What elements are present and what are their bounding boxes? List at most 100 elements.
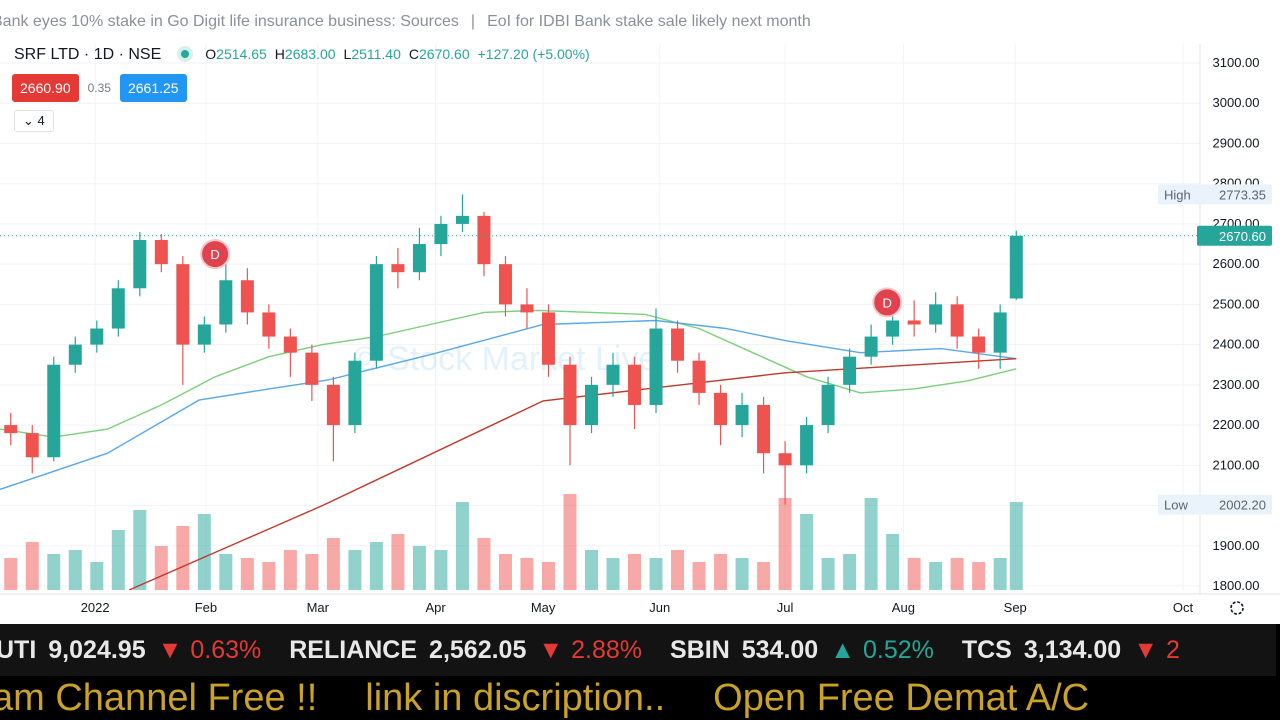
ticker-change: 2.88%: [571, 636, 643, 664]
candle-body: [950, 304, 964, 337]
candle-body: [434, 223, 448, 245]
indicators-toggle[interactable]: ⌄ 4: [14, 110, 54, 132]
candle-body: [111, 288, 125, 329]
volume-bar: [520, 558, 534, 590]
candle-body: [886, 320, 900, 337]
quote: 2660.90 0.35 2661.25: [12, 74, 187, 102]
volume-bar: [133, 510, 147, 590]
candle-body: [348, 360, 362, 426]
settings-gear[interactable]: [1230, 601, 1244, 615]
x-tick-label: 2022: [81, 600, 110, 615]
volume-bar: [240, 558, 254, 590]
candle-body: [219, 280, 233, 325]
news-item[interactable]: Bank eyes 10% stake in Go Digit life ins…: [0, 13, 459, 30]
ticker-symbol: UTI: [0, 636, 37, 664]
candle-body: [369, 264, 383, 361]
candle-body: [800, 425, 814, 466]
news-item[interactable]: |: [470, 13, 476, 30]
candle-body: [649, 328, 663, 405]
ticker-price: 9,024.95: [48, 636, 146, 664]
volume-bar: [628, 554, 642, 590]
volume-bar: [283, 550, 297, 590]
ticker-item: TCS 3,134.00 ▼ 2: [962, 636, 1180, 664]
volume-bar: [455, 502, 469, 590]
y-tick-label: 2600.00: [1213, 256, 1260, 271]
ticker-symbol: TCS: [961, 636, 1012, 664]
candle-body: [240, 280, 254, 313]
volume-bar: [735, 558, 749, 590]
candle-body: [68, 344, 82, 365]
volume-bar: [714, 554, 728, 590]
ohlc-value: 2683.00: [284, 46, 336, 62]
price-label-value: 2670.60: [1219, 229, 1266, 244]
dividend-marker: [200, 239, 231, 270]
ohlc-key: L: [343, 46, 352, 62]
marquee-text: am Channel Free !!: [0, 677, 318, 719]
y-tick-label: 2900.00: [1213, 135, 1260, 150]
volume-bar: [950, 558, 964, 590]
candle-body: [907, 320, 921, 325]
price-label-bg: [1158, 184, 1272, 205]
moving-average: [128, 358, 1017, 590]
volume-bar: [348, 550, 362, 590]
plot-bg: [0, 44, 1280, 624]
volume-bar: [1009, 502, 1023, 590]
candle-body: [821, 384, 835, 426]
ticker-change: 0.52%: [862, 636, 934, 664]
y-tick-label: 2100.00: [1213, 457, 1260, 472]
y-tick-label: 2300.00: [1213, 377, 1260, 392]
ticker-arrow: ▼: [157, 636, 183, 664]
ticker-arrow: ▲: [830, 636, 855, 664]
bottom-bar: UTI 9,024.95 ▼ 0.63% RELIANCE 2,562.05 ▼ 2.88% S…: [0, 624, 1280, 720]
candle-body: [283, 336, 297, 353]
candle-body: [133, 240, 147, 289]
candle-body: [4, 425, 18, 434]
volume-bar: [412, 546, 426, 590]
ohlc-key: C: [408, 46, 420, 62]
candle-body: [692, 360, 706, 393]
volume-bar: [111, 530, 125, 590]
symbol-header: SRF LTD · 1D · NSE O2514.65 H2683.00 L2511.…: [14, 46, 598, 64]
price-label-value: 2002.20: [1219, 498, 1266, 513]
candle-body: [993, 312, 1007, 353]
volume-bar: [176, 526, 190, 590]
candle-body: [391, 264, 405, 273]
price-label-value: 2773.35: [1219, 187, 1266, 202]
ticker-change: 2: [1165, 636, 1180, 664]
y-tick-label: 1900.00: [1213, 538, 1260, 553]
volume-bar: [649, 558, 663, 590]
volume-bar: [305, 554, 319, 590]
ticker-symbol: SBIN: [670, 636, 730, 664]
ohlc-key: H: [274, 46, 285, 62]
candle-body: [735, 404, 749, 426]
volume-bar: [262, 562, 276, 590]
ticker-change: 0.63%: [190, 636, 262, 664]
ohlc-value: 2670.60: [419, 46, 470, 62]
news-ticker: Bank eyes 10% stake in Go Digit life ins…: [0, 0, 1272, 44]
volume-bar: [864, 498, 878, 590]
candle-body: [262, 312, 276, 337]
candle-body: [154, 240, 168, 265]
volume-bar: [606, 558, 620, 590]
candle-body: [455, 215, 469, 224]
x-tick-label: Jun: [649, 600, 670, 615]
volume-bar: [800, 514, 814, 590]
dividend-marker: [872, 287, 903, 318]
x-tick-label: Aug: [892, 600, 915, 615]
volume-bar: [692, 562, 706, 590]
ticker-item: SBIN 534.00 ▲ 0.52%: [670, 636, 934, 664]
candle-body: [305, 352, 319, 385]
candle-body: [714, 392, 728, 426]
candle-body: [671, 328, 685, 361]
candle-body: [90, 328, 104, 345]
candle-body: [606, 364, 620, 385]
news-item[interactable]: EoI for IDBI Bank stake sale likely next…: [487, 13, 811, 30]
bid-button[interactable]: 2660.90: [12, 74, 79, 102]
ticker-symbol: RELIANCE: [289, 636, 418, 664]
volume-bar: [972, 562, 986, 590]
candle-body: [778, 453, 792, 466]
ask-button[interactable]: 2661.25: [119, 74, 187, 102]
dividend-label: D: [210, 247, 219, 262]
ticker-price: 534.00: [741, 636, 819, 664]
price-label-name: Low: [1164, 498, 1188, 513]
